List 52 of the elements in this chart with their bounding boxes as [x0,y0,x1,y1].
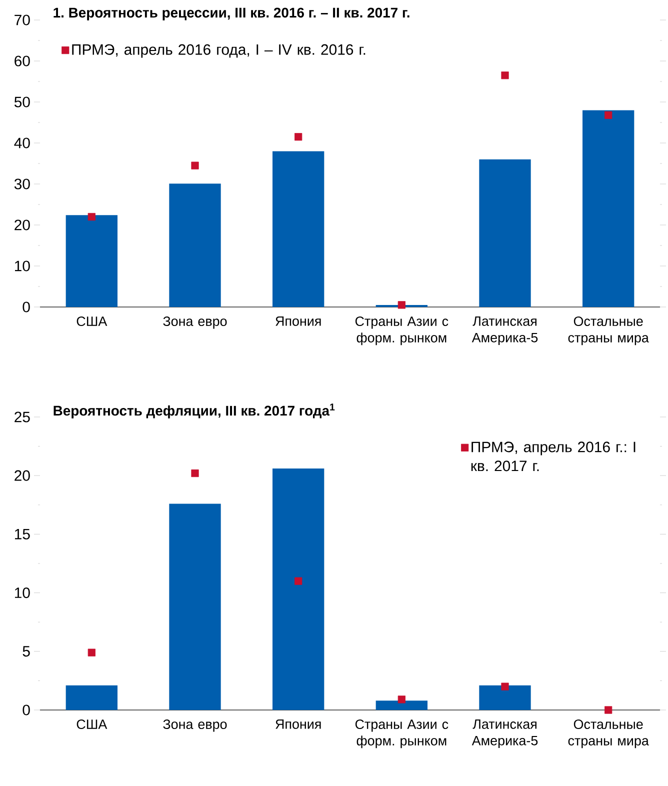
point [294,133,302,141]
bar [66,685,118,710]
x-tick-label: Япония [276,720,321,729]
bar [479,685,531,710]
y-tick-label: 50 [14,96,30,108]
chart-title: 1. Вероятность рецессии, III кв. 2016 г. – II кв. 2017 г. [54,8,410,20]
point [398,301,406,309]
point [191,469,199,478]
x-tick-label: Япония [276,316,321,326]
y-tick-label: 25 [14,412,30,422]
point [88,212,96,221]
point [88,648,96,656]
bar [169,184,221,307]
x-tick-label: Остальные страны мира [568,720,649,748]
bar [272,468,324,710]
bar [479,159,531,307]
y-tick-label: 30 [14,178,30,190]
y-tick-label: 0 [22,704,30,716]
x-tick-label: Страны Азии с форм. рынком [355,720,448,748]
x-tick-label: Латинская Америка-5 [472,720,538,748]
point [604,706,612,714]
legend-label: ПРМЭ, апрель 2016 года, I – IV кв. 2016 г. [72,44,366,58]
y-tick-label: 10 [14,588,30,598]
point [398,696,406,704]
y-tick-label: 10 [14,260,30,272]
x-tick-label: США [76,316,108,326]
y-tick-label: 5 [22,646,30,657]
bar [169,504,221,710]
bar [376,700,428,710]
x-tick-label: Латинская Америка-5 [472,316,538,345]
x-tick-label: Зона евро [163,720,227,732]
y-tick-label: 0 [22,302,30,312]
y-tick-label: 15 [14,528,30,540]
x-tick-label: Остальные страны мира [568,316,649,346]
x-tick-label: США [76,720,108,730]
bar [582,110,634,307]
x-tick-label: Страны Азии с форм. рынком [355,316,448,346]
bar [66,215,118,307]
point [294,577,302,585]
chart-title: Вероятность дефляции, III кв. 2017 года$^{1}$ [54,404,335,418]
point [191,162,199,170]
y-tick-label: 60 [14,56,30,66]
point [501,682,509,690]
bar [272,151,324,307]
point [501,72,509,80]
y-tick-label: 20 [14,470,30,481]
x-tick-label: Зона евро [163,316,227,329]
y-tick-label: 40 [14,138,30,148]
y-tick-label: 70 [14,14,30,26]
legend-label: ПРМЭ, апрель 2016 г.: I кв. 2017 г. [471,442,636,472]
point [604,111,612,119]
y-tick-label: 20 [14,220,30,230]
